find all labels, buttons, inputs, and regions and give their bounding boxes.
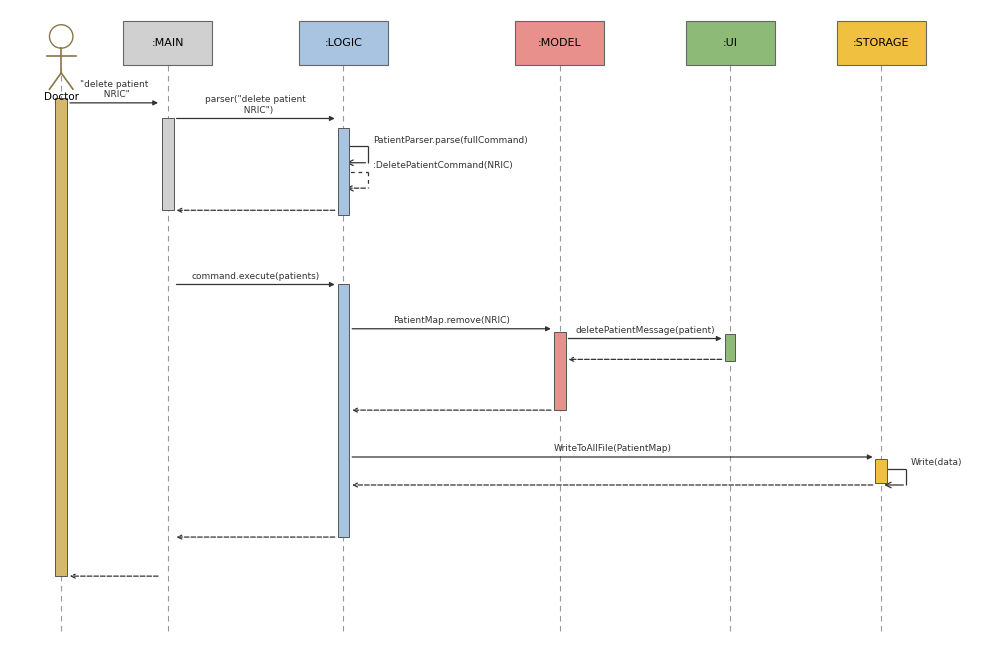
Bar — [55, 98, 67, 576]
Text: :MODEL: :MODEL — [537, 38, 581, 48]
Text: Write(data): Write(data) — [910, 458, 961, 467]
Bar — [337, 128, 349, 215]
Text: :UI: :UI — [722, 38, 738, 48]
Bar — [299, 21, 387, 65]
Text: :LOGIC: :LOGIC — [324, 38, 362, 48]
Bar — [123, 21, 212, 65]
Bar — [515, 21, 603, 65]
Bar — [875, 459, 886, 483]
Bar — [836, 21, 925, 65]
Text: PatientMap.remove(NRIC): PatientMap.remove(NRIC) — [392, 316, 510, 325]
Bar — [685, 21, 774, 65]
Text: WriteToAllFile(PatientMap): WriteToAllFile(PatientMap) — [553, 444, 670, 453]
Bar — [162, 118, 174, 210]
Bar — [337, 284, 349, 537]
Text: :DeletePatientCommand(NRIC): :DeletePatientCommand(NRIC) — [373, 161, 513, 170]
Bar — [553, 332, 565, 410]
Text: parser("delete patient
  NRIC"): parser("delete patient NRIC") — [205, 95, 306, 115]
Text: deletePatientMessage(patient): deletePatientMessage(patient) — [575, 326, 714, 335]
Bar — [725, 334, 735, 361]
Text: Doctor: Doctor — [43, 92, 79, 102]
Text: PatientParser.parse(fullCommand): PatientParser.parse(fullCommand) — [373, 135, 528, 145]
Text: :STORAGE: :STORAGE — [852, 38, 909, 48]
Text: :MAIN: :MAIN — [152, 38, 183, 48]
Text: command.execute(patients): command.execute(patients) — [191, 271, 319, 281]
Text: "delete patient
  NRIC": "delete patient NRIC" — [80, 79, 148, 99]
